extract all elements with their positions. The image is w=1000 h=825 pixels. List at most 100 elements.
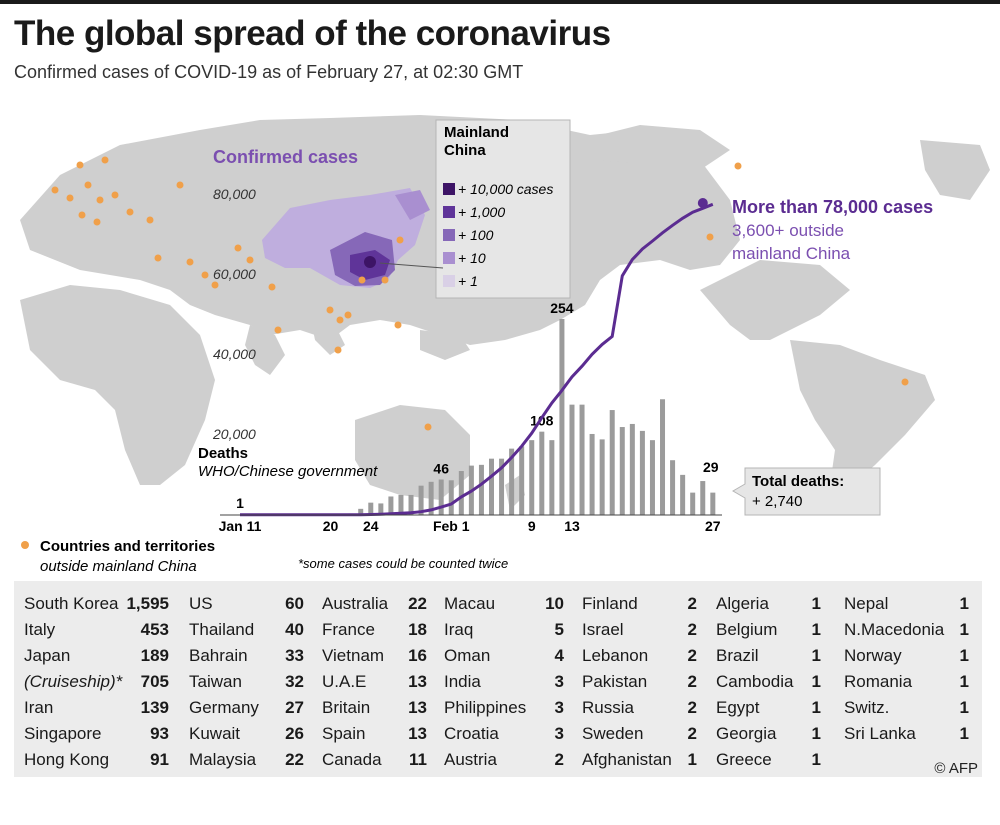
total-deaths-value: + 2,740 [752, 493, 802, 510]
country-name: Kuwait [189, 724, 241, 743]
case-count: 1 [811, 620, 821, 639]
death-bar-label: 46 [433, 461, 449, 477]
death-bar [599, 439, 605, 515]
dots-legend-marker [21, 541, 29, 549]
death-bar [549, 440, 555, 515]
case-count: 189 [140, 646, 169, 665]
country-name: Iraq [444, 620, 474, 639]
x-tick-label: 20 [323, 518, 339, 534]
country-name: Switz. [844, 698, 890, 717]
case-count: 1 [959, 646, 969, 665]
country-name: Finland [582, 594, 638, 613]
legend-pointer [379, 262, 444, 269]
case-count: 2 [554, 750, 564, 769]
country-name: Sweden [582, 724, 644, 743]
case-count: 1 [687, 750, 697, 769]
y-tick-label: 80,000 [213, 186, 256, 202]
table-row: Vietnam 16 [322, 643, 427, 669]
table-row: Britain 13 [322, 695, 427, 721]
death-bar-label: 254 [550, 300, 574, 316]
case-count: 1 [811, 672, 821, 691]
deaths-label: Deaths [198, 445, 248, 462]
table-row: Finland 2 [582, 591, 697, 617]
country-name: Spain [322, 724, 366, 743]
country-name: Germany [189, 698, 259, 717]
country-name: India [444, 672, 481, 691]
country-name: Malaysia [189, 750, 257, 769]
country-name: Vietnam [322, 646, 385, 665]
case-count: 1 [959, 620, 969, 639]
country-name: Taiwan [189, 672, 242, 691]
death-bar [509, 448, 515, 515]
case-count: 1 [811, 698, 821, 717]
case-count: 139 [140, 698, 169, 717]
x-tick-label: 27 [705, 518, 721, 534]
legend-item-2: + 1,000 [458, 204, 505, 220]
country-name: France [322, 620, 375, 639]
country-name: Brazil [716, 646, 759, 665]
table-row: Sri Lanka 1 [844, 721, 969, 747]
case-count: 1 [959, 672, 969, 691]
case-count: 1 [811, 594, 821, 613]
y-tick-label: 60,000 [213, 266, 256, 282]
country-name: Georgia [716, 724, 777, 743]
death-bar [358, 508, 364, 515]
country-name: Oman [444, 646, 491, 665]
case-count: 3 [554, 698, 564, 717]
country-name: Australia [322, 594, 389, 613]
chart-subtitle: Confirmed cases of COVID-19 as of Februa… [14, 62, 524, 82]
country-name: Macau [444, 594, 496, 613]
china-legend: Mainland China + 10,000 cases + 1,000 + … [435, 119, 571, 299]
case-count: 27 [285, 698, 304, 717]
table-row: Bahrain 33 [189, 643, 304, 669]
country-name: Britain [322, 698, 371, 717]
chart-title: The global spread of the coronavirus [14, 14, 611, 53]
table-row: Malaysia 22 [189, 747, 304, 773]
country-name: Cambodia [716, 672, 794, 691]
death-bar [710, 492, 716, 515]
case-count: 22 [285, 750, 304, 769]
country-name: Austria [444, 750, 497, 769]
total-deaths-label: Total deaths: [752, 473, 844, 490]
cases-table: South Korea 1,595 Italy 453 Japan 189 (Cruises… [14, 581, 982, 777]
country-name: Thailand [189, 620, 255, 639]
legend-title-1: Mainland [444, 124, 509, 141]
table-row: Taiwan 32 [189, 669, 304, 695]
table-row: Greece 1 [716, 747, 821, 773]
table-column: Finland 2 Israel 2 Lebanon 2 Pakistan 2 Russia 2 S… [582, 591, 697, 773]
death-bar [559, 319, 565, 515]
legend-item-5: + 1 [458, 273, 478, 289]
country-name: US [189, 594, 213, 613]
table-column: Macau 10 Iraq 5 Oman 4 India 3 Philippines 3 Croat… [444, 591, 564, 773]
table-row: Oman 4 [444, 643, 564, 669]
countries-dots [51, 156, 909, 431]
table-row: Japan 189 [24, 643, 169, 669]
case-count: 2 [687, 698, 697, 717]
table-row: Algeria 1 [716, 591, 821, 617]
country-name: Afghanistan [582, 750, 672, 769]
cases-annotation-line2: 3,600+ outside [732, 221, 844, 240]
table-row: Australia 22 [322, 591, 427, 617]
death-bar [519, 446, 525, 515]
table-row: Brazil 1 [716, 643, 821, 669]
case-count: 2 [687, 646, 697, 665]
table-row: Lebanon 2 [582, 643, 697, 669]
table-row: Egypt 1 [716, 695, 821, 721]
country-name: Iran [24, 698, 54, 717]
country-name: Israel [582, 620, 624, 639]
case-count: 1 [959, 724, 969, 743]
case-count: 5 [554, 620, 564, 639]
deaths-source: WHO/Chinese government [198, 463, 378, 480]
y-tick-label: 40,000 [213, 346, 256, 362]
death-bar [448, 480, 454, 515]
death-bar [388, 496, 394, 515]
cases-annotation-main: More than 78,000 cases [732, 197, 933, 217]
confirmed-cases-label: Confirmed cases [213, 147, 358, 167]
country-name: Bahrain [189, 646, 248, 665]
table-column: South Korea 1,595 Italy 453 Japan 189 (Cruises… [24, 591, 169, 773]
country-name: Belgium [716, 620, 778, 639]
case-count: 60 [285, 594, 304, 613]
table-row: South Korea 1,595 [24, 591, 169, 617]
table-row: Austria 2 [444, 747, 564, 773]
